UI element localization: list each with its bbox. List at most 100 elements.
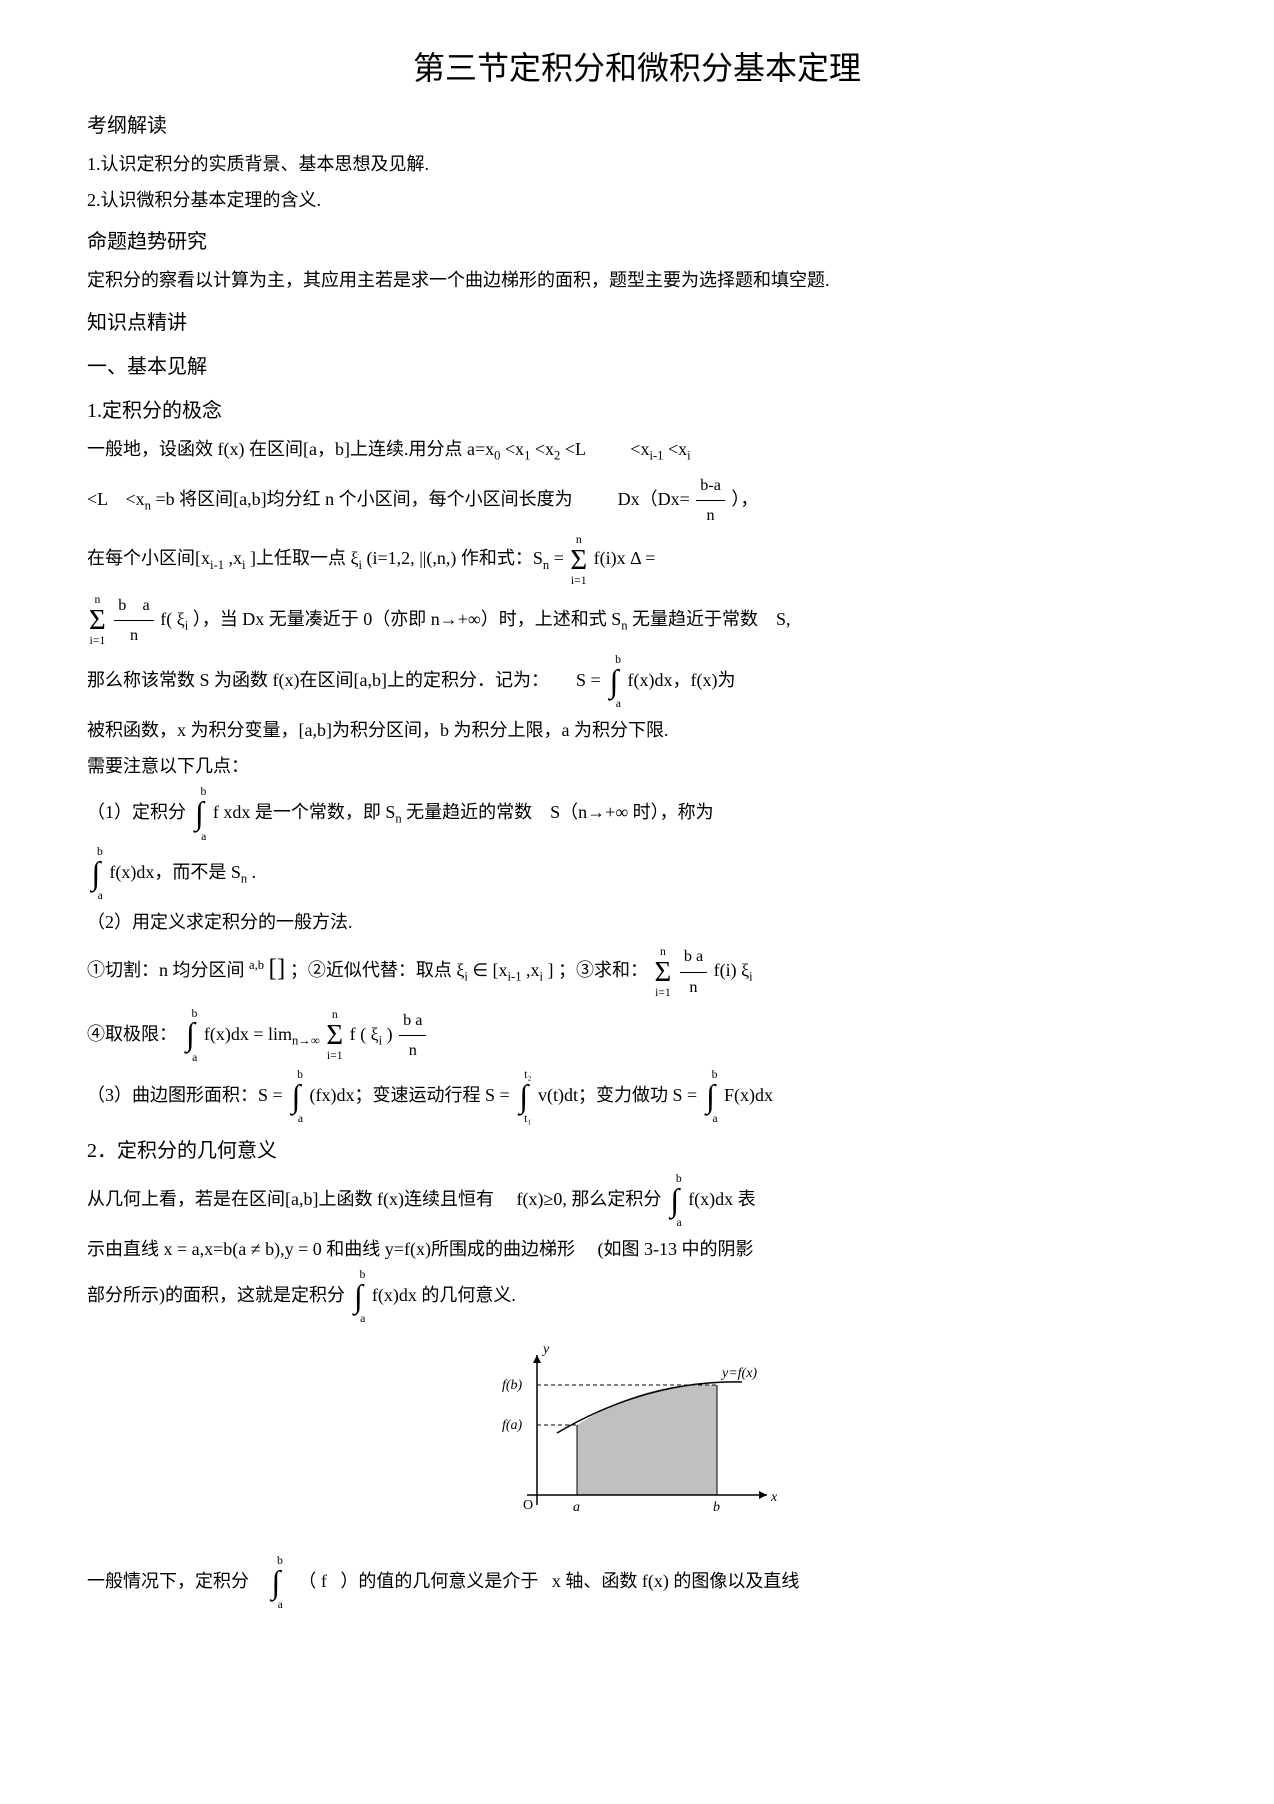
text: S = [576, 670, 601, 690]
sum-bot: i=1 [655, 987, 672, 999]
svg-text:f(a): f(a) [502, 1418, 523, 1433]
text: . [252, 862, 257, 882]
text: ），当 Dx 无量凑近于 [193, 608, 359, 628]
svg-text:b: b [713, 1500, 720, 1515]
text: 一般地，设函效 [87, 439, 213, 459]
fraction-dx: b-a n [696, 471, 725, 530]
text: <x [630, 439, 649, 459]
text: ]上任取一点 [250, 549, 346, 569]
int-bot: a [184, 1052, 198, 1064]
para-geo-3: 部分所示)的面积，这就是定积分 b ∫ a f(x)dx 的几何意义. [87, 1269, 1187, 1325]
integral: b ∫ a [352, 1269, 366, 1325]
sigma-icon: Σ [570, 546, 587, 575]
text: 在每个小区间[x [87, 549, 210, 569]
integral-icon: ∫ [516, 1081, 531, 1113]
denominator: n [114, 621, 153, 650]
text: （ [298, 1571, 316, 1591]
header-kaogang: 考纲解读 [87, 108, 1187, 144]
svg-text:y: y [541, 1342, 550, 1357]
text: ④取极限： [87, 1024, 177, 1044]
curve-figure: yf(b)f(a)Oabxy=f(x) [487, 1335, 787, 1535]
text: x 轴、函数 f(x) 的图像以及直线 [552, 1571, 799, 1591]
text: f xdx 是一个常数，即 S [213, 802, 396, 822]
sigma-icon: Σ [655, 958, 672, 987]
text: f(x)dx，而不是 S [109, 862, 241, 882]
text: 一般情况下，定积分 [87, 1571, 249, 1591]
para: 2.认识微积分基本定理的含义. [87, 184, 1187, 216]
summation: n Σ i=1 [570, 534, 587, 586]
text: ≠ b),y = 0 和曲线 y=f(x)所围成的曲边梯形 [251, 1239, 575, 1259]
integral-icon: ∫ [184, 1019, 198, 1051]
text: (fx)dx；变速运动行程 S [310, 1085, 496, 1105]
integral: b ∫ a [289, 1069, 303, 1125]
lim-sub: n→∞ [292, 1033, 320, 1047]
text: <L [565, 439, 585, 459]
numerator: b a [114, 591, 153, 621]
integral-icon: ∫ [89, 858, 103, 890]
int-bot: a [668, 1217, 682, 1229]
svg-text:O: O [523, 1498, 533, 1513]
integral: b ∫ a [668, 1173, 682, 1229]
text: (如图 3-13 中的阴影 [597, 1239, 753, 1259]
para: （2）用定义求定积分的一般方法. [87, 906, 1187, 938]
header-mingti: 命题趋势研究 [87, 224, 1187, 260]
text: f(x)dx，f(x)为 [627, 670, 735, 690]
text: 无量趋近的常数 S（n→+∞ 时），称为 [406, 802, 714, 822]
para-geo-2: 示由直线 x = a,x=b(a ≠ b),y = 0 和曲线 y=f(x)所围… [87, 1233, 1187, 1265]
integral: b ∫ a [184, 1008, 198, 1064]
text: ξ [351, 549, 359, 569]
text: ) [387, 1024, 393, 1044]
integral: b ∫ a [269, 1555, 283, 1611]
text: f(x)dx 表 [688, 1189, 755, 1209]
text: <x [535, 439, 554, 459]
para-def-3: 在每个小区间[xi-1 ,xi ]上任取一点 ξi (i=1,2, ||(,n,… [87, 534, 1187, 586]
figure-3-13: yf(b)f(a)Oabxy=f(x) [87, 1335, 1187, 1545]
text: 从几何上看，若是在区间[a,b]上函数 f(x)连续且恒有 [87, 1189, 494, 1209]
text: 示由直线 x = a,x=b(a [87, 1239, 246, 1259]
para-general: 一般情况下，定积分 b ∫ a （ f ）的值的几何意义是介于 x 轴、函数 f… [87, 1555, 1187, 1611]
text: f(x) 在区间[a，b]上连续.用分点 a=x [218, 439, 495, 459]
sum-bot: i=1 [326, 1050, 343, 1062]
text: f(x)≥0, [516, 1189, 566, 1209]
numerator: b a [399, 1006, 426, 1036]
sigma-icon: Σ [89, 606, 106, 635]
text: ；②近似代替：取点 [290, 960, 452, 980]
text: v(t)dt；变力做功 S [538, 1085, 683, 1105]
page-title: 第三节定积分和微积分基本定理 [87, 40, 1187, 98]
text: ,x [229, 549, 243, 569]
integral: b ∫ a [704, 1069, 718, 1125]
sum-bot: i=1 [570, 575, 587, 587]
text: ||(,n,) 作和式：S [419, 549, 543, 569]
text: Dx（Dx= [618, 489, 690, 509]
int-bot: a [289, 1113, 303, 1125]
text: ；③求和： [558, 960, 648, 980]
integral: b ∫ a [89, 846, 103, 902]
text: ）的值的几何意义是介于 [340, 1571, 538, 1591]
text: ）， [731, 489, 758, 509]
denominator: n [696, 501, 725, 530]
int-bot: a [89, 890, 103, 902]
text: f [321, 1571, 327, 1591]
summation: n Σ i=1 [655, 946, 672, 998]
para-limit: ④取极限： b ∫ a f(x)dx = limn→∞ n Σ i=1 f ( … [87, 1006, 1187, 1065]
summation: n Σ i=1 [326, 1009, 343, 1061]
text: 0（亦即 n→+∞）时，上述和式 S [363, 608, 621, 628]
text: = [687, 1085, 697, 1105]
text: ] [548, 960, 554, 980]
svg-text:a: a [573, 1500, 580, 1515]
denominator: n [680, 973, 707, 1002]
svg-text:x: x [770, 1490, 778, 1505]
fraction: b a n [114, 591, 153, 650]
para-geo-1: 从几何上看，若是在区间[a,b]上函数 f(x)连续且恒有 f(x)≥0, 那么… [87, 1173, 1187, 1229]
para-note-1: （1）定积分 b ∫ a f xdx 是一个常数，即 Sn 无量趋近的常数 S（… [87, 786, 1187, 842]
integral-icon: ∫ [704, 1081, 718, 1113]
text: (i=1,2, [367, 549, 415, 569]
denominator: n [399, 1036, 426, 1065]
fraction: b a n [399, 1006, 426, 1065]
text: （1）定积分 [87, 802, 186, 822]
text: = [554, 549, 564, 569]
text: ∈ [x [472, 960, 507, 980]
numerator: b-a [696, 471, 725, 501]
svg-text:f(b): f(b) [502, 1378, 523, 1393]
text: f( ξ [160, 608, 185, 628]
